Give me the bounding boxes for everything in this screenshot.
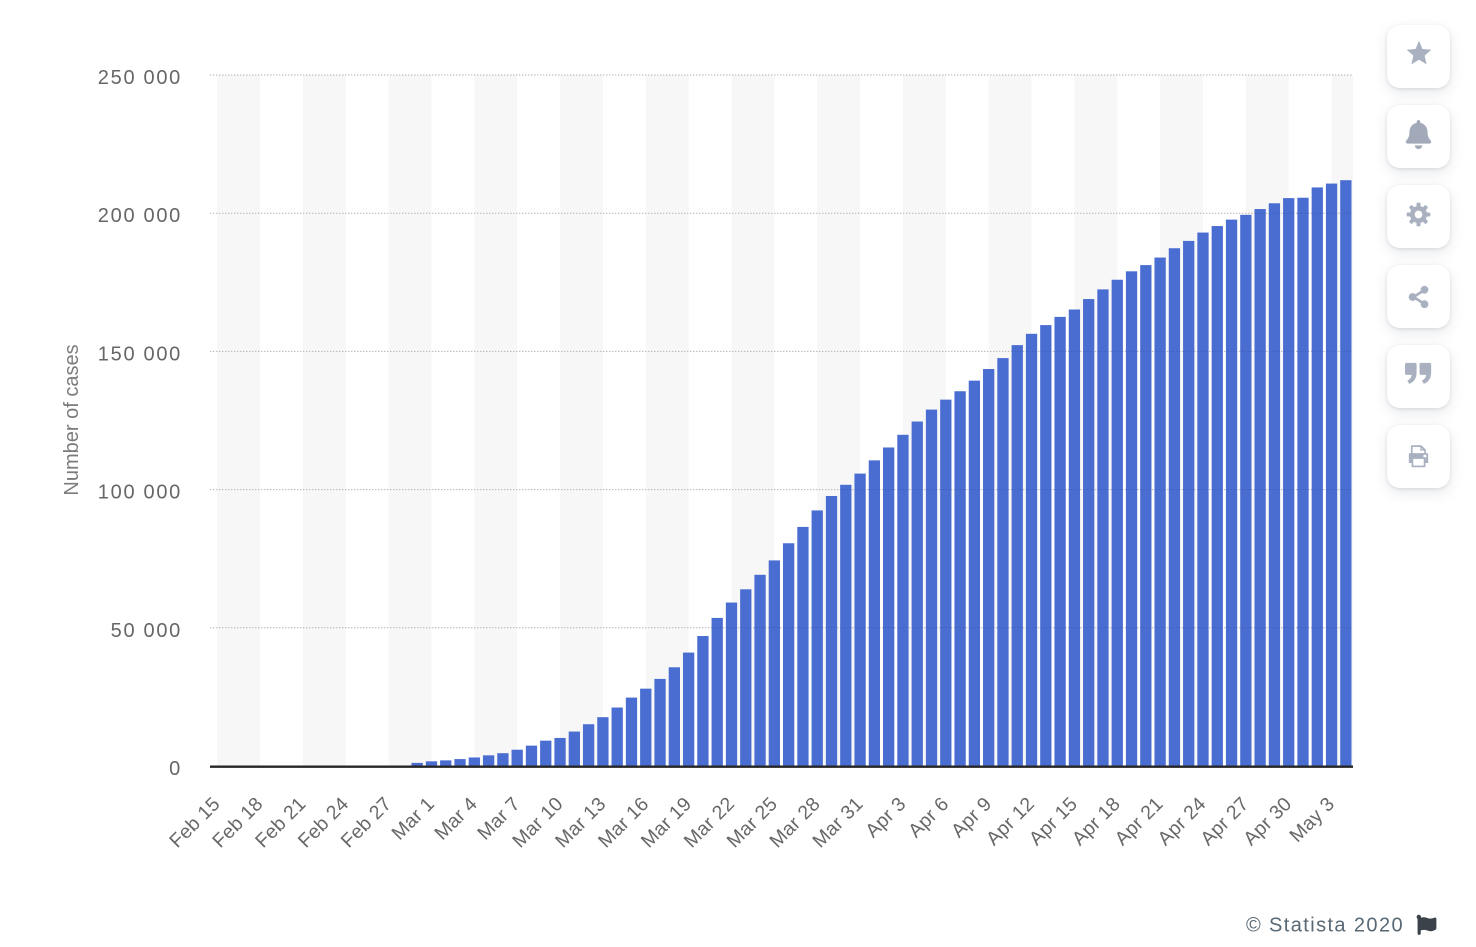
svg-text:© Statista 2020: © Statista 2020 [1246, 915, 1404, 937]
svg-text:Number of cases: Number of cases [61, 344, 83, 495]
svg-text:100 000: 100 000 [98, 482, 182, 504]
svg-text:150 000: 150 000 [98, 343, 182, 365]
svg-text:0: 0 [169, 758, 182, 780]
svg-text:50 000: 50 000 [111, 620, 182, 642]
svg-text:250 000: 250 000 [98, 67, 182, 89]
svg-text:200 000: 200 000 [98, 205, 182, 227]
